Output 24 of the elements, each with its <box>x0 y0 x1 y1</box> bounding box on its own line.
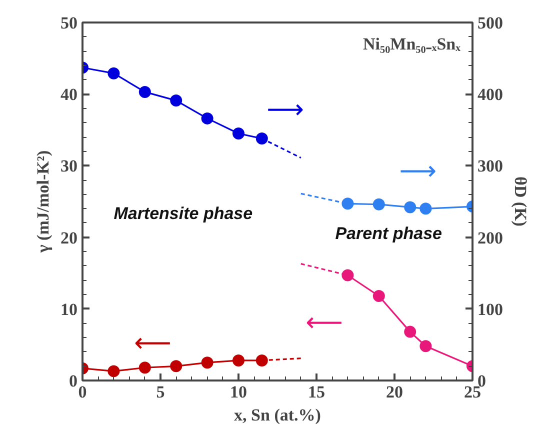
y-axis-title: γ (mJ/mol-K²) <box>34 150 52 254</box>
y-tick-label: 20 <box>60 228 78 248</box>
x-tick-label: 5 <box>156 382 165 402</box>
annotation: Parent phase <box>335 224 442 244</box>
x-tick-label: 20 <box>386 382 403 402</box>
x-axis-title: x, Sn (at.%) <box>234 406 321 424</box>
y2-tick-label: 200 <box>478 228 503 248</box>
annotation: Martensite phase <box>114 204 253 223</box>
y-tick-label: 30 <box>60 156 78 176</box>
x-tick-label: 15 <box>308 382 325 402</box>
text: Ni₅₀Mn₅₀₋ₓSnₓ <box>362 34 461 54</box>
y2-tick-label: 300 <box>478 156 503 176</box>
y-tick-label: 50 <box>60 14 78 32</box>
annotation: ⟶ <box>266 94 304 125</box>
y2-tick-label: 100 <box>478 300 503 319</box>
y-tick-label: 40 <box>60 85 78 104</box>
annotation: ⟵ <box>134 328 172 358</box>
x-tick-label: 10 <box>230 382 247 402</box>
y2-tick-label: 500 <box>478 14 503 32</box>
annotation: ⟶ <box>399 156 437 186</box>
y-tick-label: 10 <box>60 300 78 319</box>
y2-axis-title: θD (K) <box>511 176 530 226</box>
y2-tick-label: 400 <box>478 85 503 104</box>
annotation: ⟵ <box>306 308 343 338</box>
